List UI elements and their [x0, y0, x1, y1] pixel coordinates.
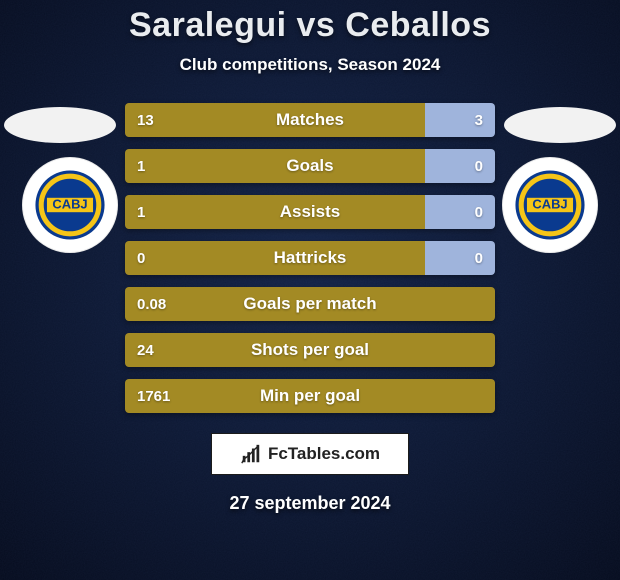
stat-bar-right-seg [425, 103, 495, 137]
left-club-badge: CABJ [22, 157, 118, 253]
club-crest-icon: CABJ [514, 169, 586, 241]
stat-bar-right-seg [425, 241, 495, 275]
infographic-wrap: Saralegui vs Ceballos Club competitions,… [0, 0, 620, 580]
bar-chart-icon [240, 443, 262, 465]
stat-bar-left-seg [125, 195, 425, 229]
right-club-badge: CABJ [502, 157, 598, 253]
svg-text:CABJ: CABJ [52, 197, 87, 212]
stat-bar-left-seg [125, 379, 495, 413]
left-player-ellipse [4, 107, 116, 143]
club-crest-icon: CABJ [34, 169, 106, 241]
footer-date: 27 september 2024 [0, 493, 620, 514]
stat-bar: 0.08Goals per match [125, 287, 495, 321]
stat-bar-right-seg [425, 149, 495, 183]
stat-bar-left-seg [125, 241, 425, 275]
stat-bar-left-seg [125, 103, 425, 137]
stat-bar-left-seg [125, 149, 425, 183]
stat-bar: 00Hattricks [125, 241, 495, 275]
stat-bar: 133Matches [125, 103, 495, 137]
stat-bar-right-seg [425, 195, 495, 229]
stat-bars: 133Matches 10Goals 10Assists 00Hattricks 0.0… [125, 103, 495, 413]
brand-badge: FcTables.com [211, 433, 409, 475]
page-subtitle: Club competitions, Season 2024 [0, 55, 620, 75]
content: CABJ CABJ 133Matches 10Goals 10Assists 00Ha… [0, 103, 620, 514]
page-title: Saralegui vs Ceballos [0, 6, 620, 45]
stat-bar-left-seg [125, 287, 495, 321]
brand-text: FcTables.com [268, 444, 380, 464]
right-player-ellipse [504, 107, 616, 143]
stat-bar: 10Assists [125, 195, 495, 229]
stat-bar: 10Goals [125, 149, 495, 183]
stat-bar-left-seg [125, 333, 495, 367]
stat-bar: 1761Min per goal [125, 379, 495, 413]
stat-bar: 24Shots per goal [125, 333, 495, 367]
svg-text:CABJ: CABJ [532, 197, 567, 212]
